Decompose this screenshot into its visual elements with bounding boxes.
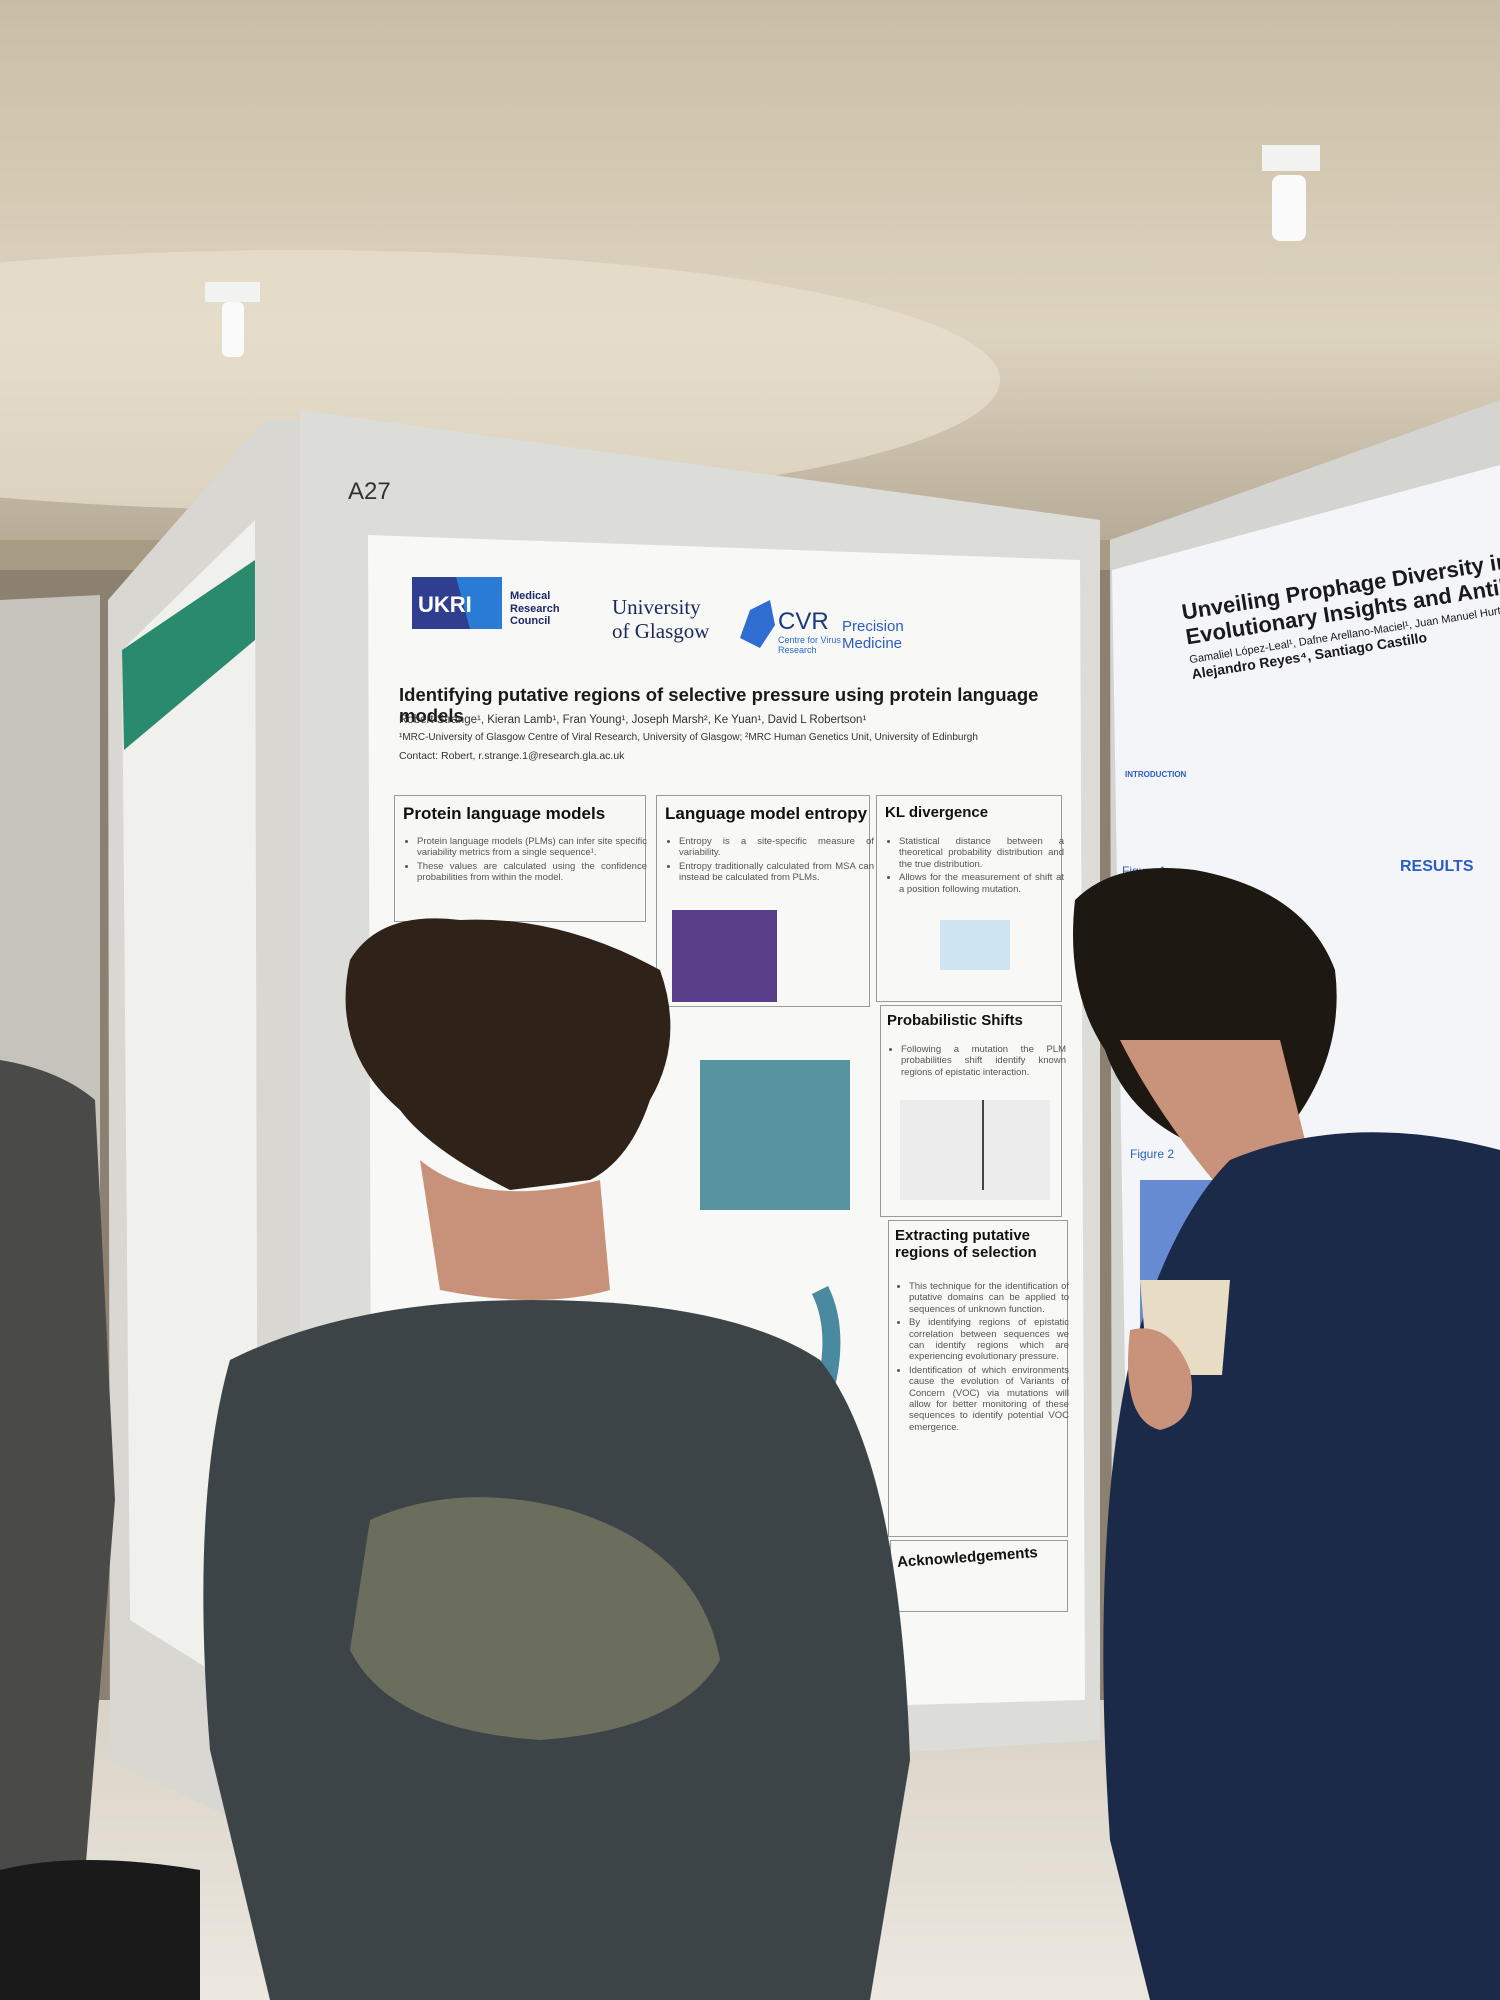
bullet: These values are calculated using the co… bbox=[417, 861, 647, 884]
bullet: This technique for the identification of… bbox=[909, 1281, 1069, 1315]
bullet-list: This technique for the identification of… bbox=[895, 1281, 1069, 1435]
bullet: Protein language models (PLMs) can infer… bbox=[417, 836, 647, 859]
ceiling-lamp bbox=[205, 282, 260, 302]
shirt-print bbox=[350, 1497, 720, 1740]
kl-plot bbox=[940, 920, 1010, 970]
ceiling-lamp bbox=[1272, 175, 1306, 241]
logo-text: CVR bbox=[778, 608, 829, 635]
bullet: Identification of which environments cau… bbox=[909, 1365, 1069, 1433]
logo-text: UKRI bbox=[418, 592, 472, 617]
poster-title: Identifying putative regions of selectiv… bbox=[399, 684, 1039, 727]
poster-section: Language model entropy Entropy is a site… bbox=[656, 795, 874, 1007]
sequence-logo-figure bbox=[672, 910, 777, 1002]
person-right-shirt bbox=[1103, 1132, 1500, 2000]
structure-figure bbox=[700, 1060, 850, 1210]
poster-affiliations: ¹MRC-University of Glasgow Centre of Vir… bbox=[399, 732, 978, 743]
poster-section: KL divergence Statistical distance betwe… bbox=[876, 795, 1064, 1002]
logo-text: Precision Medicine bbox=[842, 618, 904, 653]
person-right-hand bbox=[1128, 1328, 1192, 1430]
poster-section: Extracting putative regions of selection… bbox=[888, 1220, 1069, 1537]
left-poster-header bbox=[122, 560, 255, 750]
section-heading: Probabilistic Shifts bbox=[887, 1012, 1023, 1029]
logo-text: University of Glasgow bbox=[612, 595, 710, 644]
poster-section: Probabilistic Shifts Following a mutatio… bbox=[880, 1005, 1066, 1217]
section-heading: Language model entropy bbox=[665, 804, 868, 823]
bullet: By identifying regions of epistatic corr… bbox=[909, 1317, 1069, 1363]
person-left bbox=[0, 1060, 115, 2000]
ceiling-lamp bbox=[222, 302, 244, 357]
bullet: Entropy traditionally calculated from MS… bbox=[679, 861, 874, 884]
bullet-list: Statistical distance between a theoretic… bbox=[885, 836, 1064, 897]
bullet-list: Following a mutation the PLM probabiliti… bbox=[887, 1044, 1066, 1080]
neighbor-heading: RESULTS bbox=[1400, 858, 1474, 875]
person-center-neck bbox=[420, 1160, 610, 1300]
cvr-logo bbox=[740, 600, 775, 648]
poster-section: Protein language models Protein language… bbox=[394, 795, 647, 922]
logo-text: Centre for Virus Research bbox=[778, 635, 841, 656]
person-center-hair bbox=[345, 918, 671, 1190]
ukri-logo-accent bbox=[456, 577, 502, 629]
section-heading: KL divergence bbox=[885, 804, 989, 821]
section-heading: Extracting putative regions of selection bbox=[895, 1227, 1037, 1262]
bullet-list: Entropy is a site-specific measure of va… bbox=[665, 836, 874, 886]
poster-authors: Robert Strange¹, Kieran Lamb¹, Fran Youn… bbox=[399, 714, 867, 726]
neighbor-heading: Figure 2 bbox=[1130, 1147, 1175, 1161]
shift-plot bbox=[900, 1100, 1050, 1200]
bullet-list: Protein language models (PLMs) can infer… bbox=[403, 836, 647, 886]
bag bbox=[0, 1860, 200, 2000]
poster-contact: Contact: Robert, r.strange.1@research.gl… bbox=[399, 750, 625, 762]
bullet: Allows for the measurement of shift at a… bbox=[899, 872, 1064, 895]
neighbor-heading: INTRODUCTION bbox=[1125, 770, 1187, 779]
logo-text: Medical Research Council bbox=[510, 590, 560, 628]
bullet: Following a mutation the PLM probabiliti… bbox=[901, 1044, 1066, 1078]
bullet: Entropy is a site-specific measure of va… bbox=[679, 836, 874, 859]
bullet: Statistical distance between a theoretic… bbox=[899, 836, 1064, 870]
section-heading: Protein language models bbox=[403, 804, 606, 823]
booth-label: A27 bbox=[348, 478, 391, 505]
ceiling-lamp bbox=[1262, 145, 1320, 171]
